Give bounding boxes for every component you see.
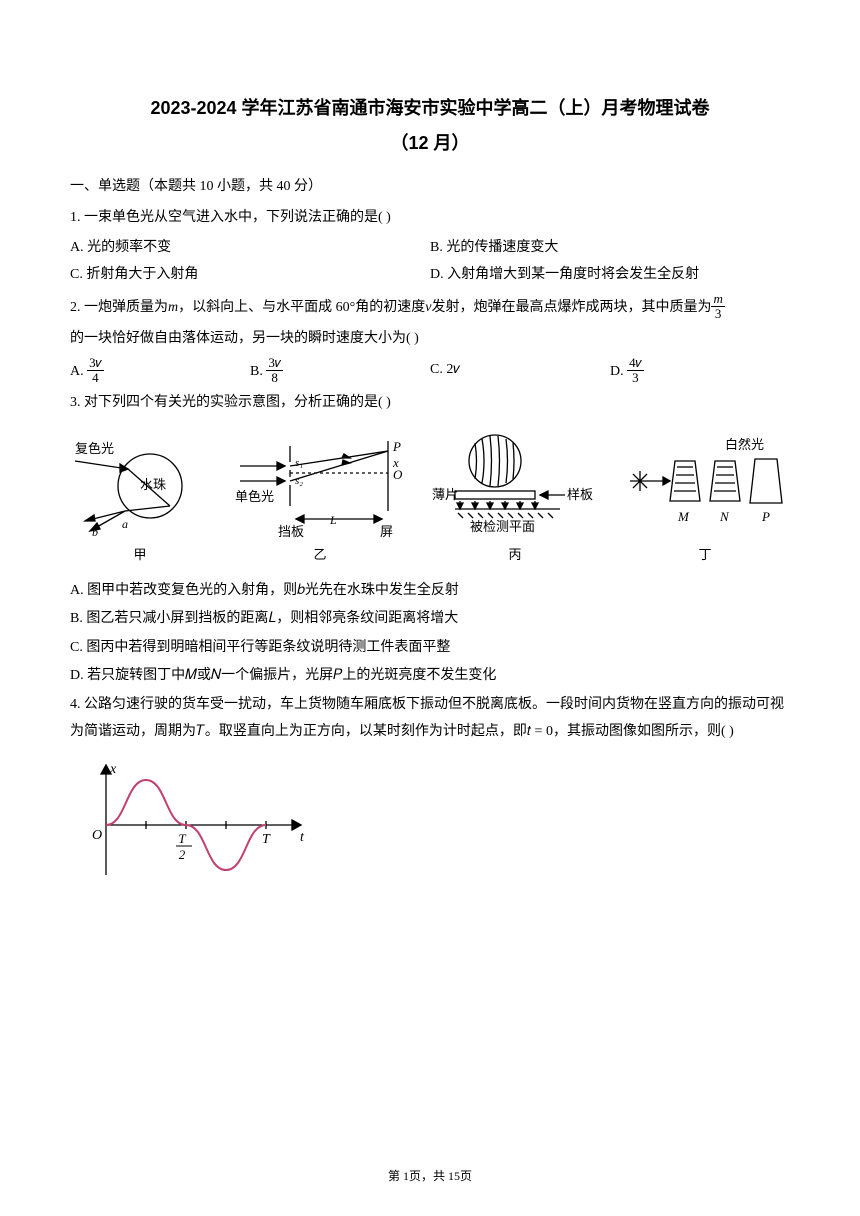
q3-opt-a: A. 图甲中若改变复色光的入射角，则𝑏光先在水珠中发生全反射 xyxy=(70,578,790,605)
q2-opt-b: B. 3𝑣8 xyxy=(250,357,430,387)
q2-b-pre: B. xyxy=(250,364,266,379)
section-1-header: 一、单选题（本题共 10 小题，共 40 分） xyxy=(70,174,790,201)
page-footer: 第 1页，共 15页 xyxy=(0,1165,860,1188)
title-line-1: 2023-2024 学年江苏省南通市海安市实验中学高二（上）月考物理试卷 xyxy=(70,90,790,126)
tick-T2-den: 2 xyxy=(179,847,186,862)
title-line-2: （12 月） xyxy=(70,126,790,160)
diagram-yi: s₁ s₂ P x O 单色光 L 挡板 屏 乙 xyxy=(230,431,410,568)
q2-d-num: 4𝑣 xyxy=(627,356,644,371)
caption-jia: 甲 xyxy=(70,543,210,568)
caption-bing: 丙 xyxy=(430,543,600,568)
caption-yi: 乙 xyxy=(230,543,410,568)
q3-opt-d: D. 若只旋转图丁中𝑀或𝑁一个偏振片，光屏𝑃上的光斑亮度不发生变化 xyxy=(70,663,790,690)
label-shuizhu: 水珠 xyxy=(140,477,166,492)
q1-opt-a: A. 光的频率不变 xyxy=(70,235,430,262)
diagram-jia: 复色光 水珠 b a 甲 xyxy=(70,431,210,568)
svg-text:b: b xyxy=(92,525,98,539)
label-bairan: 白然光 xyxy=(725,437,764,452)
label-L: L xyxy=(329,513,337,527)
q2-frac-num: m xyxy=(711,292,724,307)
q2-stem-p3: 发射，炮弹在最高点爆炸成两块，其中质量为 xyxy=(431,300,711,315)
q1-opt-c: C. 折射角大于入射角 xyxy=(70,262,430,289)
q1-opt-d: D. 入射角增大到某一角度时将会发生全反射 xyxy=(430,262,790,289)
label-danse: 单色光 xyxy=(235,489,274,504)
q1-stem: 1. 一束单色光从空气进入水中，下列说法正确的是( ) xyxy=(70,205,790,232)
caption-ding: 丁 xyxy=(620,543,790,568)
diagram-ding: 白然光 M N P 丁 xyxy=(620,431,790,568)
q2-b-num: 3𝑣 xyxy=(266,356,283,371)
q2-b-den: 8 xyxy=(266,371,283,385)
label-N: N xyxy=(719,509,730,524)
label-M: M xyxy=(677,509,690,524)
label-yangban: 样板 xyxy=(567,487,593,502)
q3-options: A. 图甲中若改变复色光的入射角，则𝑏光先在水珠中发生全反射 B. 图乙若只减小… xyxy=(70,578,790,690)
q4-stem: 4. 公路匀速行驶的货车受一扰动，车上货物随车厢底板下振动但不脱离底板。一段时间… xyxy=(70,692,790,745)
q2-opt-d: D. 4𝑣3 xyxy=(610,357,790,387)
q2-d-pre: D. xyxy=(610,364,627,379)
label-P2: P xyxy=(761,509,770,524)
label-fuse: 复色光 xyxy=(75,441,114,456)
axis-t: t xyxy=(300,830,305,845)
axis-x: x xyxy=(109,762,117,777)
tick-T: T xyxy=(262,832,271,847)
label-O: O xyxy=(393,467,403,482)
q1-opt-b: B. 光的传播速度变大 xyxy=(430,235,790,262)
label-bopian: 薄片 xyxy=(432,487,458,502)
q2-opt-a: A. 3𝑣4 xyxy=(70,357,250,387)
q3-opt-c: C. 图丙中若得到明暗相间平行等距条纹说明待测工件表面平整 xyxy=(70,635,790,662)
q3-opt-b: B. 图乙若只减小屏到挡板的距离𝐿，则相邻亮条纹间距离将增大 xyxy=(70,606,790,633)
q2-a-num: 3𝑣 xyxy=(87,356,104,371)
q2-options: A. 3𝑣4 B. 3𝑣8 C. 2𝑣 D. 4𝑣3 xyxy=(70,357,790,387)
q2-stem: 2. 一炮弹质量为m，以斜向上、与水平面成 60°角的初速度v发射，炮弹在最高点… xyxy=(70,293,790,323)
q4-graph: x t O T 2 T xyxy=(76,755,790,896)
q3-diagrams: 复色光 水珠 b a 甲 xyxy=(70,431,790,568)
q3-stem: 3. 对下列四个有关光的实验示意图，分析正确的是( ) xyxy=(70,390,790,417)
q2-stem-line2: 的一块恰好做自由落体运动，另一块的瞬时速度大小为( ) xyxy=(70,326,790,353)
diagram-bing: 薄片 样板 被检测平面 丙 xyxy=(430,431,600,568)
svg-text:a: a xyxy=(122,517,128,531)
q2-stem-p1: 2. 一炮弹质量为 xyxy=(70,300,168,315)
q2-a-pre: A. xyxy=(70,364,87,379)
q2-a-den: 4 xyxy=(87,371,104,385)
q2-d-den: 3 xyxy=(627,371,644,385)
label-s1: s₁ xyxy=(295,457,303,469)
label-P: P xyxy=(392,439,401,454)
tick-T2-num: T xyxy=(178,831,186,846)
label-jiance: 被检测平面 xyxy=(470,519,535,534)
label-s2: s₂ xyxy=(295,475,303,487)
q2-stem-p2: ，以斜向上、与水平面成 60°角的初速度 xyxy=(178,300,425,315)
q2-frac-den: 3 xyxy=(711,307,724,321)
label-dangban: 挡板 xyxy=(278,524,304,539)
label-ping: 屏 xyxy=(380,524,393,539)
q1-options: A. 光的频率不变 B. 光的传播速度变大 C. 折射角大于入射角 D. 入射角… xyxy=(70,235,790,288)
axis-O: O xyxy=(92,828,102,843)
q2-opt-c: C. 2𝑣 xyxy=(430,357,610,387)
